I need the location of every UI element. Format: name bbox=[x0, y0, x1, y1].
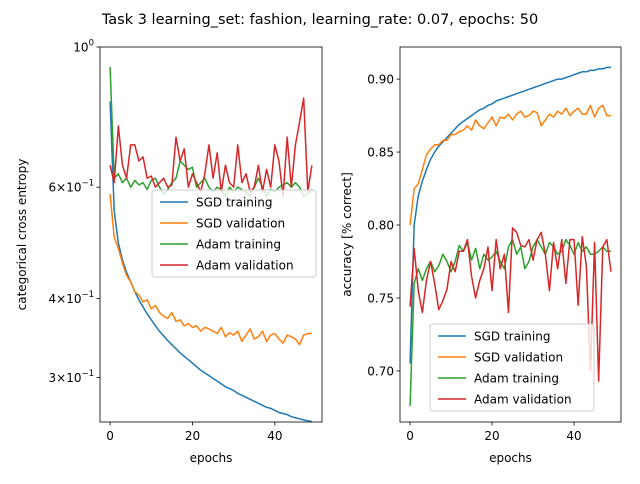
legend-box bbox=[151, 189, 317, 278]
x-axis-label: epochs bbox=[190, 451, 233, 465]
x-axis-label: epochs bbox=[489, 451, 532, 465]
x-tick-label: 0 bbox=[106, 429, 114, 443]
x-tick-label: 40 bbox=[267, 429, 282, 443]
axes-frame bbox=[399, 46, 622, 423]
legend-box bbox=[429, 323, 595, 412]
series-line-sgd-validation bbox=[109, 194, 312, 346]
y-tick-label: 100 bbox=[73, 39, 94, 55]
x-tick-label: 0 bbox=[406, 429, 414, 443]
legend-entry: SGD training bbox=[196, 196, 272, 210]
y-axis-label: accuracy [% correct] bbox=[340, 172, 354, 297]
legend-entry: Adam validation bbox=[196, 259, 294, 273]
legend-entry: SGD training bbox=[474, 330, 550, 344]
legend-entry: SGD validation bbox=[474, 351, 563, 365]
series-line-sgd-validation bbox=[409, 104, 611, 226]
x-tick-label: 20 bbox=[484, 429, 499, 443]
figure-title: Task 3 learning_set: fashion, learning_r… bbox=[101, 12, 538, 28]
legend: SGD training SGD validation Adam training A… bbox=[151, 189, 317, 278]
series-line-adam-validation bbox=[409, 227, 612, 382]
y-tick-label: 0.90 bbox=[367, 73, 394, 87]
legend: SGD training SGD validation Adam training A… bbox=[429, 323, 595, 412]
legend-entry: SGD validation bbox=[196, 217, 285, 231]
series-line-adam-training bbox=[109, 66, 313, 198]
legend-entry: Adam validation bbox=[474, 393, 572, 407]
series-line-sgd-training bbox=[109, 101, 313, 422]
legend-entry: Adam training bbox=[474, 372, 559, 386]
y-tick-label: 0.85 bbox=[367, 146, 394, 160]
x-tick-label: 40 bbox=[566, 429, 581, 443]
y-tick-label: 4×10−1 bbox=[49, 290, 95, 306]
y-tick-label: 3×10−1 bbox=[49, 369, 95, 385]
y-tick-label: 0.80 bbox=[367, 219, 394, 233]
legend-entry: Adam training bbox=[196, 238, 281, 252]
y-tick-label: 0.75 bbox=[367, 291, 394, 305]
loss-chart: 0 20 40 100 6×10−1 4×10−1 3×10−1 epochs categori… bbox=[15, 39, 323, 465]
y-axis-label: categorical cross entropy bbox=[15, 159, 29, 311]
accuracy-chart: 0 20 40 0.70 0.75 0.80 0.85 0.90 epochs accuracy … bbox=[340, 46, 622, 465]
x-tick-label: 20 bbox=[185, 429, 200, 443]
series-line-adam-validation bbox=[109, 97, 313, 198]
axes-frame bbox=[99, 46, 323, 423]
y-tick-label: 6×10−1 bbox=[49, 179, 95, 195]
y-tick-label: 0.70 bbox=[367, 364, 394, 378]
series-line-adam-training bbox=[409, 238, 611, 406]
